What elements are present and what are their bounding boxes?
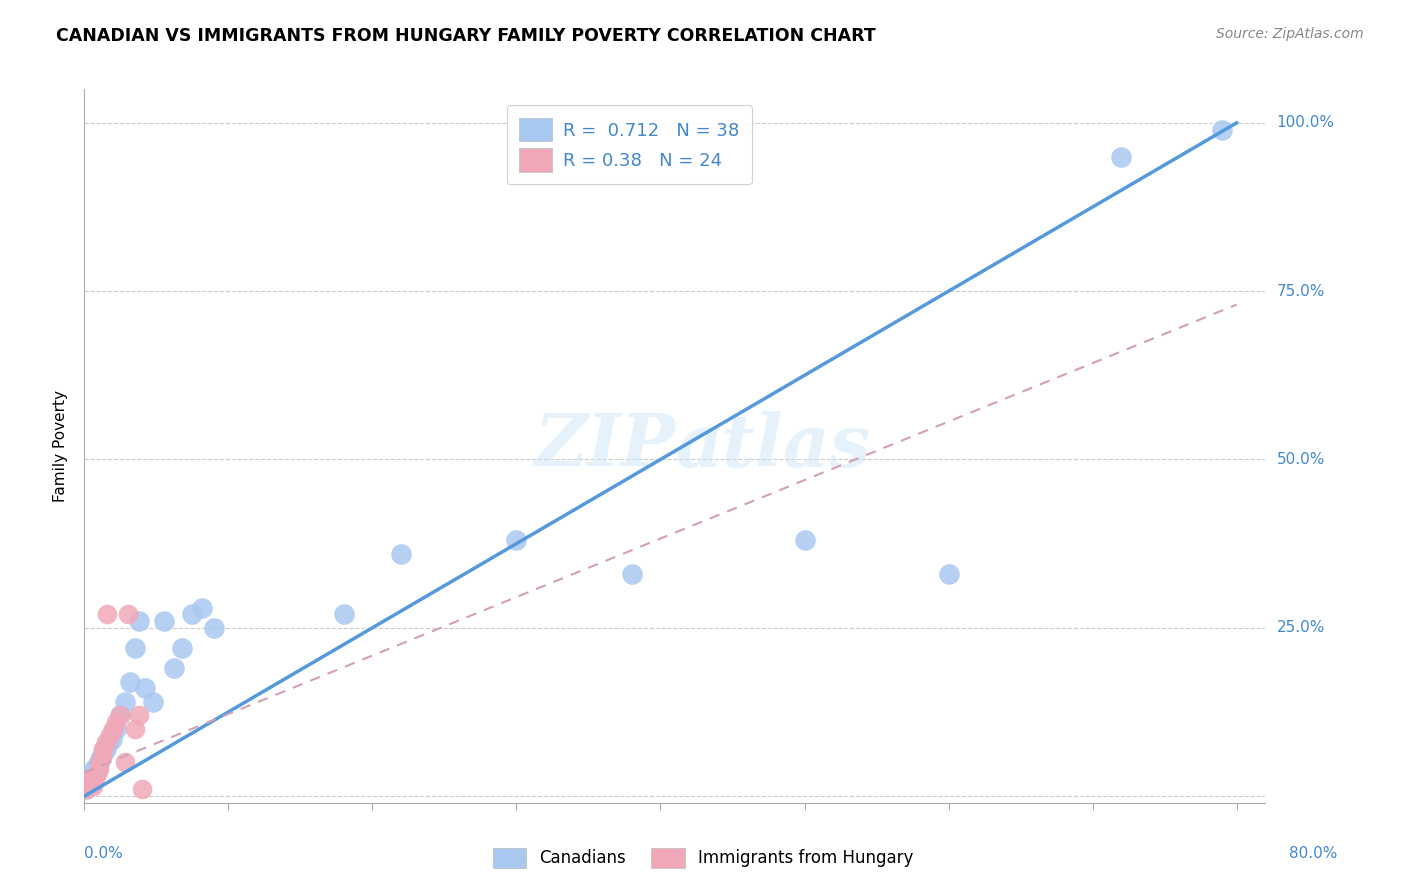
Point bbox=[76, 779, 98, 793]
Point bbox=[89, 752, 111, 766]
Point bbox=[97, 735, 120, 749]
Point bbox=[191, 600, 214, 615]
Legend: Canadians, Immigrants from Hungary: Canadians, Immigrants from Hungary bbox=[486, 841, 920, 875]
Point bbox=[91, 745, 114, 759]
Point bbox=[114, 756, 136, 770]
Point bbox=[84, 765, 107, 780]
Text: ZIP: ZIP bbox=[534, 410, 675, 482]
Point bbox=[87, 762, 110, 776]
Point bbox=[128, 708, 150, 723]
Point bbox=[110, 708, 132, 723]
Point bbox=[77, 775, 100, 789]
Point bbox=[100, 731, 122, 746]
Point bbox=[131, 782, 153, 797]
Point bbox=[117, 607, 139, 622]
Point bbox=[82, 769, 104, 783]
Point bbox=[87, 756, 110, 770]
Point bbox=[83, 772, 105, 787]
Point bbox=[83, 762, 105, 776]
Point bbox=[124, 722, 146, 736]
Y-axis label: Family Poverty: Family Poverty bbox=[53, 390, 69, 502]
Point bbox=[84, 769, 107, 783]
Text: 0.0%: 0.0% bbox=[84, 846, 124, 861]
Point bbox=[142, 695, 165, 709]
Text: 25.0%: 25.0% bbox=[1277, 620, 1324, 635]
Point bbox=[152, 614, 174, 628]
Point bbox=[86, 765, 108, 780]
Point bbox=[98, 729, 121, 743]
Point bbox=[86, 758, 108, 772]
Point bbox=[90, 748, 112, 763]
Point bbox=[1211, 122, 1233, 136]
Point bbox=[120, 674, 142, 689]
Point bbox=[96, 607, 118, 622]
Text: CANADIAN VS IMMIGRANTS FROM HUNGARY FAMILY POVERTY CORRELATION CHART: CANADIAN VS IMMIGRANTS FROM HUNGARY FAMI… bbox=[56, 27, 876, 45]
Point bbox=[793, 533, 815, 548]
Text: atlas: atlas bbox=[675, 410, 870, 482]
Point bbox=[91, 742, 114, 756]
Point bbox=[389, 547, 412, 561]
Point bbox=[114, 695, 136, 709]
Text: Source: ZipAtlas.com: Source: ZipAtlas.com bbox=[1216, 27, 1364, 41]
Point bbox=[172, 640, 194, 655]
Point bbox=[134, 681, 156, 696]
Point bbox=[128, 614, 150, 628]
Point bbox=[79, 772, 101, 787]
Point bbox=[90, 748, 112, 763]
Point bbox=[75, 782, 97, 797]
Point bbox=[89, 756, 111, 770]
Point bbox=[80, 775, 103, 789]
Point bbox=[94, 742, 117, 756]
Point bbox=[82, 779, 104, 793]
Point bbox=[75, 782, 97, 797]
Text: 100.0%: 100.0% bbox=[1277, 115, 1334, 130]
Point bbox=[101, 722, 124, 736]
Point bbox=[77, 775, 100, 789]
Point bbox=[505, 533, 527, 548]
Point bbox=[94, 735, 117, 749]
Point bbox=[110, 708, 132, 723]
Point bbox=[1111, 149, 1133, 163]
Point bbox=[181, 607, 204, 622]
Point bbox=[202, 621, 225, 635]
Legend: R =  0.712   N = 38, R = 0.38   N = 24: R = 0.712 N = 38, R = 0.38 N = 24 bbox=[506, 105, 752, 185]
Text: 50.0%: 50.0% bbox=[1277, 452, 1324, 467]
Point bbox=[79, 772, 101, 787]
Point bbox=[332, 607, 354, 622]
Point bbox=[163, 661, 186, 675]
Point bbox=[124, 640, 146, 655]
Point bbox=[105, 714, 128, 729]
Point bbox=[80, 775, 103, 789]
Point bbox=[76, 779, 98, 793]
Text: 80.0%: 80.0% bbox=[1289, 846, 1337, 861]
Text: 75.0%: 75.0% bbox=[1277, 284, 1324, 299]
Point bbox=[105, 722, 128, 736]
Point bbox=[938, 566, 960, 581]
Point bbox=[620, 566, 643, 581]
